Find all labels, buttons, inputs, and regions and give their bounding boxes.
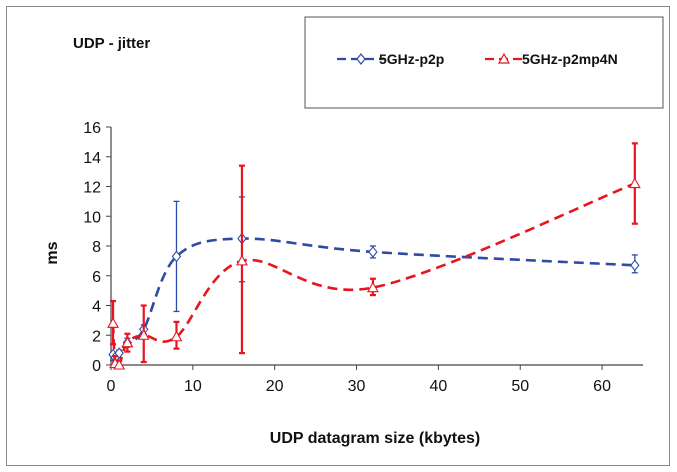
- chart-svg: UDP - jitter 5GHz-p2p 5GHz-p2mp4N 0 2 4 6 8 1…: [44, 16, 664, 447]
- x-tick-label: 30: [348, 378, 366, 395]
- data-point: [628, 177, 641, 189]
- x-tick-label: 20: [266, 378, 284, 395]
- data-point: [107, 317, 119, 328]
- data-point: [368, 246, 378, 258]
- data-point: [171, 250, 182, 263]
- data-point: [137, 329, 150, 340]
- data-point: [113, 358, 126, 370]
- chart-frame: UDP - jitter 5GHz-p2p 5GHz-p2mp4N 0 2 4 6 8 1…: [6, 6, 670, 466]
- y-axis-label: ms: [44, 241, 61, 264]
- data-point: [121, 336, 134, 348]
- y-tick-label: 2: [92, 328, 101, 345]
- y-tick-label: 10: [83, 209, 101, 226]
- y-tick-label: 4: [92, 299, 101, 316]
- series-layer: [107, 142, 641, 370]
- data-point: [170, 330, 183, 342]
- axes: 0 2 4 6 8 10 12 14 16 0 10 20 30 40 50 60: [83, 120, 643, 395]
- data-point: [366, 281, 379, 293]
- y-tick-label: 12: [83, 180, 101, 197]
- x-axis-label: UDP datagram size (kbytes): [270, 430, 480, 447]
- x-tick-label: 0: [107, 378, 116, 395]
- x-tick-label: 60: [593, 378, 611, 395]
- y-tick-label: 6: [92, 269, 101, 286]
- series-1: [107, 142, 641, 370]
- x-tick-label: 50: [511, 378, 529, 395]
- legend-label: 5GHz-p2p: [379, 51, 444, 67]
- legend-box: [304, 16, 664, 109]
- y-tick-label: 16: [83, 120, 101, 137]
- x-tick-label: 40: [429, 378, 447, 395]
- y-tick-label: 8: [92, 239, 101, 256]
- chart-title: UDP - jitter: [73, 35, 150, 52]
- legend-swatch-marker: [356, 53, 366, 65]
- y-tick-label: 14: [83, 150, 101, 167]
- series-line: [111, 182, 636, 370]
- legend-swatch-marker: [497, 52, 511, 64]
- data-point: [630, 259, 640, 272]
- legend-label: 5GHz-p2mp4N: [522, 51, 618, 67]
- legend: 5GHz-p2p 5GHz-p2mp4N: [304, 16, 664, 109]
- data-point: [236, 254, 248, 266]
- x-tick-label: 10: [184, 378, 202, 395]
- y-tick-label: 0: [92, 358, 101, 375]
